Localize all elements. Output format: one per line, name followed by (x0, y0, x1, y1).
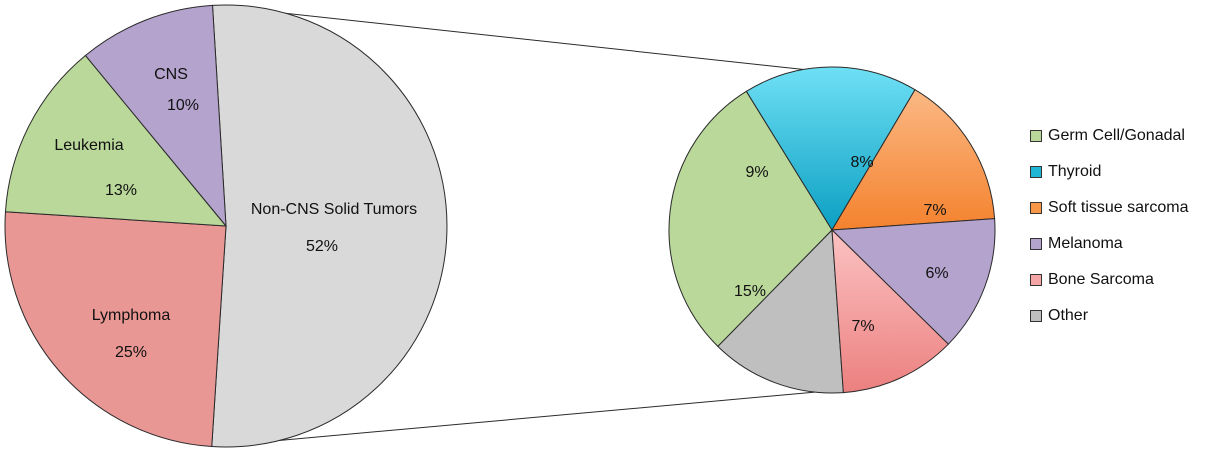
legend-swatch (1030, 310, 1042, 322)
slice-label-cns: CNS (154, 66, 188, 83)
legend-label: Other (1048, 307, 1089, 324)
legend-item-other: Other (1030, 298, 1189, 334)
slice-non-cns-solid-tumors (211, 4, 448, 448)
slice-value-leukemia: 13% (105, 182, 137, 199)
slice-melanoma (830, 218, 996, 345)
legend-item-thyroid: Thyroid (1030, 154, 1189, 190)
slice-value-bone-sarcoma: 6% (925, 265, 948, 282)
legend-label: Thyroid (1048, 163, 1102, 180)
legend-item-melanoma: Melanoma (1030, 226, 1189, 262)
main-pie (4, 4, 448, 448)
legend-item-germ-cell-gonadal: Germ Cell/Gonadal (1030, 118, 1189, 154)
legend-swatch (1030, 166, 1042, 178)
slice-value-soft-tissue-sarcoma: 8% (850, 154, 873, 171)
legend: Germ Cell/Gonadal Thyroid Soft tissue sarc… (1030, 118, 1189, 334)
slice-label-leukemia: Leukemia (54, 137, 123, 154)
legend-swatch (1030, 274, 1042, 286)
legend-swatch (1030, 130, 1042, 142)
breakdown-pie (668, 66, 996, 394)
slice-value-melanoma: 7% (923, 202, 946, 219)
legend-label: Soft tissue sarcoma (1048, 199, 1189, 216)
connector-lines (211, 4, 816, 448)
legend-swatch (1030, 238, 1042, 250)
legend-label: Germ Cell/Gonadal (1048, 127, 1185, 144)
legend-item-bone-sarcoma: Bone Sarcoma (1030, 262, 1189, 298)
slice-lymphoma (4, 211, 227, 448)
slice-value-lymphoma: 25% (115, 344, 147, 361)
legend-item-soft-tissue-sarcoma: Soft tissue sarcoma (1030, 190, 1189, 226)
legend-swatch (1030, 202, 1042, 214)
slice-value-other: 7% (851, 318, 874, 335)
legend-label: Bone Sarcoma (1048, 271, 1154, 288)
connector-line-bottom (211, 391, 816, 448)
slice-bone-sarcoma (831, 228, 950, 394)
slice-leukemia (4, 54, 228, 227)
slice-value-thyroid: 9% (745, 164, 768, 181)
slice-cns (84, 4, 227, 228)
slice-label-non-cns-solid-tumors: Non-CNS Solid Tumors (251, 201, 417, 218)
slice-labels: Non-CNS Solid Tumors 52% Lymphoma 25% Leukem… (54, 66, 948, 361)
slice-other (717, 228, 844, 394)
slice-value-non-cns-solid-tumors: 52% (306, 238, 338, 255)
legend-label: Melanoma (1048, 235, 1123, 252)
slice-germ-cell-gonadal (668, 90, 833, 348)
slice-label-lymphoma: Lymphoma (92, 307, 171, 324)
slice-value-cns: 10% (167, 97, 199, 114)
slice-thyroid (745, 66, 916, 231)
slice-soft-tissue-sarcoma (831, 89, 996, 231)
connector-line-top (212, 4, 804, 70)
slice-value-germ-cell-gonadal: 15% (734, 283, 766, 300)
